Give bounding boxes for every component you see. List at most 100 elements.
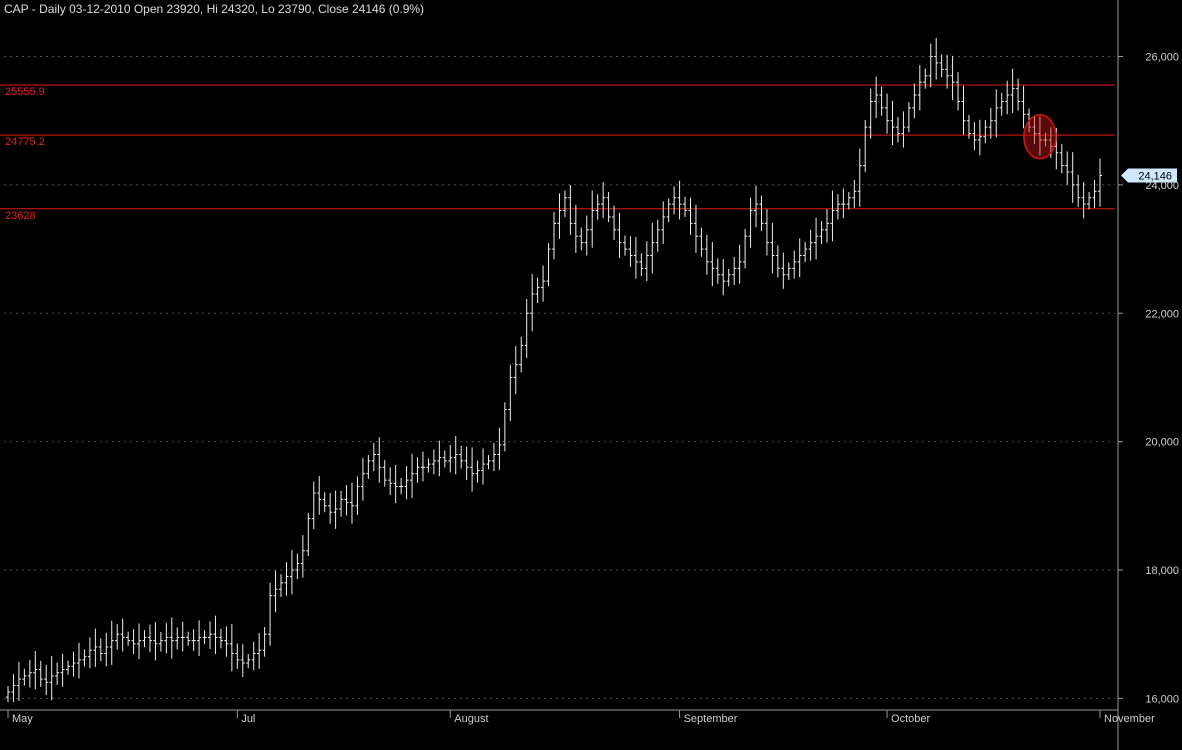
ohlc-bar: [426, 458, 431, 473]
y-tick-label: 24,000: [1145, 180, 1179, 192]
ohlc-bar: [437, 440, 442, 477]
ohlc-bar: [628, 236, 633, 268]
ohlc-bar: [1037, 116, 1042, 156]
ohlc-bar: [530, 274, 535, 332]
ohlc-bar: [71, 651, 76, 677]
level-label: 23628: [5, 210, 36, 222]
ohlc-bar: [950, 55, 955, 101]
ohlc-bar: [502, 402, 507, 452]
ohlc-bar: [786, 262, 791, 280]
x-tick-label: May: [12, 713, 33, 725]
ohlc-bar: [912, 83, 917, 119]
ohlc-bar: [448, 444, 453, 473]
levels-layer: 25555.9 24775.2 23628: [0, 84, 1115, 222]
ohlc-bar: [710, 242, 715, 287]
ohlc-bar: [737, 244, 742, 284]
ohlc-bar: [754, 185, 759, 228]
ohlc-bar: [306, 512, 311, 556]
ohlc-bar: [311, 481, 316, 529]
ohlc-bar: [699, 227, 704, 257]
ohlc-bar: [153, 622, 158, 661]
ohlc-bar: [988, 107, 993, 139]
ohlc-bar: [612, 205, 617, 241]
ohlc-bar: [524, 299, 529, 359]
ohlc-bar: [825, 209, 829, 243]
ohlc-bar: [262, 626, 267, 657]
ohlc-bar: [956, 72, 961, 111]
ohlc-bar: [715, 258, 720, 284]
ohlc-bar: [704, 234, 709, 275]
ohlc-bar: [415, 457, 420, 483]
ohlc-bar: [180, 621, 185, 652]
ohlc-bar: [841, 188, 846, 219]
ohlc-bar: [732, 256, 737, 286]
ohlc-bar: [519, 336, 524, 373]
ohlc-bar: [830, 190, 835, 242]
ohlc-bar: [672, 186, 677, 215]
ohlc-bar: [1005, 80, 1010, 115]
ohlc-bar: [131, 629, 136, 655]
ohlc-bar: [885, 93, 890, 134]
ohlc-bar: [852, 179, 857, 209]
ohlc-bar: [317, 475, 322, 515]
ohlc-bar: [764, 209, 769, 256]
ohlc-bar: [420, 451, 425, 482]
level-label: 24775.2: [5, 136, 45, 148]
ohlc-bar: [617, 212, 622, 259]
bars-layer: [6, 38, 1102, 703]
ohlc-bar: [584, 215, 589, 256]
ohlc-bar: [295, 553, 300, 580]
ohlc-bar: [999, 92, 1004, 116]
ohlc-bar: [1070, 152, 1075, 203]
ohlc-bar: [994, 89, 999, 138]
ohlc-bar: [60, 653, 65, 687]
ohlc-bar: [382, 460, 387, 487]
ohlc-bar: [486, 455, 491, 470]
y-tick-label: 16,000: [1145, 693, 1179, 705]
ohlc-bar: [464, 446, 469, 481]
ohlc-bar: [644, 241, 649, 282]
highlight-circle: [1023, 113, 1057, 160]
ohlc-bar: [846, 191, 851, 210]
ohlc-bar: [868, 88, 873, 139]
ohlc-bar: [1032, 115, 1037, 144]
ohlc-bar: [333, 490, 338, 529]
ohlc-bar: [835, 194, 840, 220]
ohlc-bar: [410, 453, 415, 499]
ohlc-bar: [748, 197, 753, 248]
ohlc-bar: [27, 659, 32, 688]
ohlc-bar: [497, 427, 502, 470]
ohlc-bar: [803, 241, 808, 262]
ohlc-bar: [257, 633, 262, 669]
ohlc-bar: [93, 628, 98, 667]
ohlc-bar: [246, 654, 251, 669]
ohlc-bar: [366, 455, 371, 479]
ohlc-bar: [268, 582, 273, 646]
annotations-layer: [1023, 113, 1057, 160]
chart-title: CAP - Daily 03-12-2010 Open 23920, Hi 24…: [4, 2, 424, 16]
ohlc-bar: [491, 443, 496, 472]
ohlc-bar: [759, 195, 764, 232]
last-value-badge: [1121, 168, 1177, 183]
ohlc-bar: [197, 620, 202, 656]
ohlc-bar: [279, 574, 283, 597]
ohlc-bar: [11, 674, 16, 703]
x-tick-label: October: [891, 713, 930, 725]
ohlc-bar: [1092, 179, 1097, 209]
ohlc-bar: [546, 243, 551, 287]
ohlc-bar: [235, 643, 240, 669]
ohlc-bar: [601, 182, 606, 219]
ohlc-bar: [590, 190, 595, 248]
ohlc-bar: [240, 644, 245, 678]
ohlc-bar: [164, 623, 169, 654]
ohlc-bar: [683, 196, 688, 218]
ohlc-bar: [650, 222, 655, 274]
ohlc-bar: [693, 204, 698, 253]
ohlc-bar: [961, 85, 966, 135]
last-value-label: 24,146: [1138, 171, 1172, 183]
x-tick-label: November: [1104, 713, 1155, 725]
ohlc-bar: [431, 449, 436, 475]
ohlc-bar: [322, 492, 327, 513]
ohlc-bar: [218, 628, 223, 649]
